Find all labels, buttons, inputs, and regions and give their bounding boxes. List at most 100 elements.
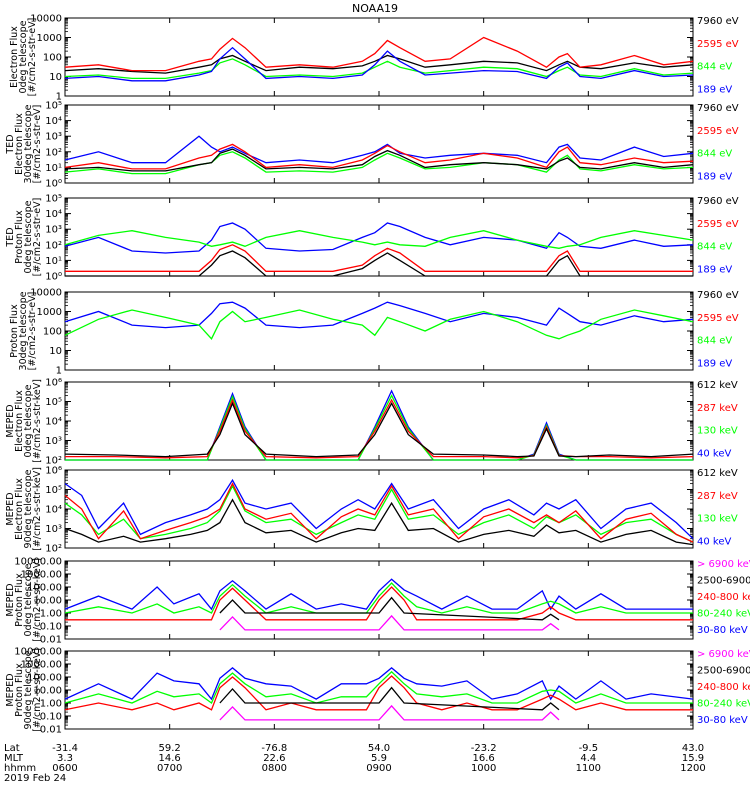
time-axis-tick-label: -23.2 bbox=[471, 743, 497, 754]
legend-entry: 240-800 keV bbox=[697, 592, 750, 603]
y-tick-label: 10¹ bbox=[45, 256, 62, 267]
series-line-blue bbox=[64, 135, 694, 164]
y-tick-label: 10000.00 bbox=[14, 647, 62, 658]
y-tick-label: 1000 bbox=[37, 307, 62, 318]
panel-frame bbox=[64, 197, 694, 277]
time-axis-tick-label: 1100 bbox=[576, 763, 601, 774]
y-tick-label: 0.10 bbox=[40, 622, 62, 633]
y-tick-label: 10 bbox=[49, 346, 62, 357]
time-axis-row-label: Lat bbox=[4, 743, 20, 754]
legend-entry: > 6900 keV bbox=[697, 559, 750, 570]
legend-entry: 40 keV bbox=[697, 536, 731, 547]
y-axis-label: Electron Flux bbox=[14, 113, 25, 175]
legend: 7960 eV 2595 eV 844 eV 189 eV bbox=[697, 103, 739, 182]
series-line-blue bbox=[64, 578, 693, 611]
time-axis-tick-label: 1200 bbox=[680, 763, 705, 774]
legend-entry: 844 eV bbox=[697, 62, 732, 73]
y-axis-label: MEPED bbox=[5, 492, 16, 525]
y-tick-label: 0.01 bbox=[40, 635, 62, 646]
time-axis-tick-label: 59.2 bbox=[159, 743, 181, 754]
y-tick-label: 10.00 bbox=[33, 596, 62, 607]
legend-entry: 240-800 keV bbox=[697, 682, 750, 693]
y-axis-label: MEPED bbox=[5, 583, 16, 616]
y-tick-label: 10³ bbox=[45, 132, 62, 143]
legend-entry: 2500-6900 bbox=[697, 576, 750, 587]
panel-7: 0.01 0.10 1.00 10.00 100.00 1000.00 10000.00 ME… bbox=[5, 557, 750, 646]
y-tick-label: 10² bbox=[45, 456, 62, 467]
y-tick-label: 10³ bbox=[45, 524, 62, 535]
y-tick-label: 100 bbox=[43, 53, 62, 64]
series-line-green bbox=[64, 58, 694, 80]
series-line-green bbox=[64, 484, 694, 543]
series-line-black bbox=[219, 596, 560, 621]
legend-entry: 30-80 keV bbox=[697, 625, 748, 636]
series-line-blue bbox=[64, 667, 694, 701]
legend: 7960 eV 2595 eV 844 eV 189 eV bbox=[697, 16, 739, 95]
time-axis-row-label: MLT bbox=[4, 753, 24, 764]
y-tick-label: 100 bbox=[43, 327, 62, 338]
legend-entry: 7960 eV bbox=[697, 103, 739, 114]
y-tick-label: 10000 bbox=[30, 14, 62, 25]
y-tick-label: 1000.00 bbox=[21, 660, 62, 671]
y-tick-label: 100.00 bbox=[27, 583, 62, 594]
legend-entry: 2595 eV bbox=[697, 219, 739, 230]
legend-entry: 844 eV bbox=[697, 336, 732, 347]
time-axis-tick-label: 22.6 bbox=[263, 753, 285, 764]
time-axis-tick-label: 14.6 bbox=[159, 753, 181, 764]
legend-entry: 287 keV bbox=[697, 403, 738, 414]
legend: > 6900 keV 2500-6900 240-800 keV 80-240 keV… bbox=[697, 649, 750, 726]
y-tick-label: 10⁶ bbox=[45, 378, 62, 389]
series-line-red bbox=[64, 143, 694, 170]
legend-entry: 7960 eV bbox=[697, 196, 739, 207]
legend: 7960 eV 2595 eV 844 eV 189 eV bbox=[697, 290, 739, 369]
y-axis-label: [#/cm2-s-str-keV] bbox=[32, 467, 43, 551]
time-axis-tick-label: 4.4 bbox=[580, 753, 596, 764]
time-axis-tick-label: 0800 bbox=[262, 763, 287, 774]
y-axis-label: Proton Flux bbox=[14, 663, 25, 717]
legend-entry: 30-80 keV bbox=[697, 715, 748, 726]
y-axis-label: [#/cm2-s-str-keV] bbox=[32, 558, 43, 642]
y-axis-label: Electron Flux bbox=[14, 478, 25, 540]
legend: 612 keV 287 keV 130 keV 40 keV bbox=[697, 468, 738, 547]
time-axis: LatMLThhmm-31.43.3060059.214.60700-76.82… bbox=[4, 743, 706, 784]
series-line-red bbox=[65, 244, 693, 272]
y-axis-label: Proton Flux bbox=[14, 573, 25, 627]
legend: > 6900 keV 2500-6900 240-800 keV 80-240 keV… bbox=[697, 559, 750, 636]
time-axis-tick-label: 0700 bbox=[157, 763, 182, 774]
y-axis-label: Proton Flux bbox=[14, 210, 25, 264]
series-line-red bbox=[64, 675, 693, 711]
time-axis-tick-label: 43.0 bbox=[682, 743, 704, 754]
y-tick-label: 10² bbox=[45, 147, 62, 158]
y-axis-label: [#/cm2-s-str-eV] bbox=[32, 105, 43, 184]
series-line-black bbox=[64, 498, 694, 546]
y-tick-label: 100.00 bbox=[27, 673, 62, 684]
y-axis-label: [#/cm2-s-str-keV] bbox=[32, 379, 43, 463]
y-axis-label: Proton Flux bbox=[9, 304, 20, 358]
panel-frame bbox=[64, 17, 694, 97]
legend-entry: 2595 eV bbox=[697, 313, 739, 324]
y-axis-label: 30deg telescope bbox=[23, 104, 34, 183]
time-axis-tick-label: 15.9 bbox=[682, 753, 704, 764]
time-axis-tick-label: 16.6 bbox=[473, 753, 495, 764]
legend-entry: 612 keV bbox=[697, 468, 738, 479]
y-axis-label: [#/cm2-s-str-eV] bbox=[32, 198, 43, 277]
series-line-black bbox=[64, 401, 694, 458]
time-axis-tick-label: -31.4 bbox=[52, 743, 78, 754]
series-line-magenta bbox=[219, 704, 560, 721]
series-line-red bbox=[64, 482, 694, 543]
y-tick-label: 10⁴ bbox=[45, 417, 62, 428]
legend-entry: 7960 eV bbox=[697, 290, 739, 301]
panel-frame bbox=[64, 291, 694, 371]
series-line-red bbox=[65, 586, 693, 621]
legend-entry: 40 keV bbox=[697, 448, 731, 459]
legend: 612 keV 287 keV 130 keV 40 keV bbox=[697, 380, 738, 459]
y-tick-label: 1.00 bbox=[40, 699, 62, 710]
legend-entry: 80-240 keV bbox=[697, 699, 750, 710]
legend-entry: 7960 eV bbox=[697, 16, 739, 27]
legend-entry: > 6900 keV bbox=[697, 649, 750, 660]
